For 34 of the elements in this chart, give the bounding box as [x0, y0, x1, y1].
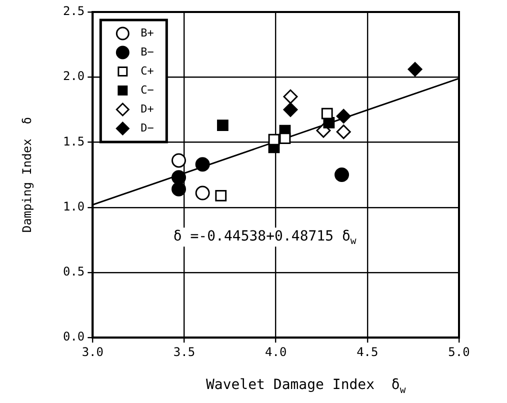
point: [172, 170, 186, 185]
y-tick-label: 1.0: [62, 199, 85, 214]
point: [283, 102, 298, 117]
point: [217, 120, 228, 132]
y-tick-label: 0.0: [62, 330, 85, 344]
point: [336, 124, 351, 140]
point: [195, 186, 210, 200]
x-tick-label: 4.5: [356, 344, 378, 359]
y-axis-title: Damping Index δ: [20, 117, 34, 233]
legend-label: B−: [140, 45, 154, 58]
legend-label: D−: [140, 121, 154, 134]
x-tick-label: 5.0: [448, 344, 470, 359]
point: [336, 108, 351, 124]
x-tick-label: 3.0: [82, 344, 104, 359]
y-tick-label: 2.5: [62, 4, 85, 18]
point: [215, 190, 227, 202]
point: [279, 132, 291, 144]
legend-label: C−: [140, 83, 154, 96]
point: [334, 168, 350, 182]
y-tick-label: 0.5: [62, 264, 85, 279]
y-tick-label: 1.5: [62, 134, 85, 148]
x-tick-label: 3.5: [173, 344, 196, 359]
point: [268, 134, 280, 146]
legend-label: D+: [140, 102, 154, 116]
point: [172, 182, 186, 196]
y-tick-label: 2.0: [62, 69, 85, 84]
x-tick-label: 4.0: [264, 344, 287, 359]
point: [172, 153, 186, 168]
point: [283, 89, 298, 104]
legend-label: C+: [140, 64, 154, 78]
point: [195, 157, 210, 172]
point: [321, 108, 333, 120]
legend-label: B+: [140, 26, 154, 40]
point: [408, 62, 422, 77]
